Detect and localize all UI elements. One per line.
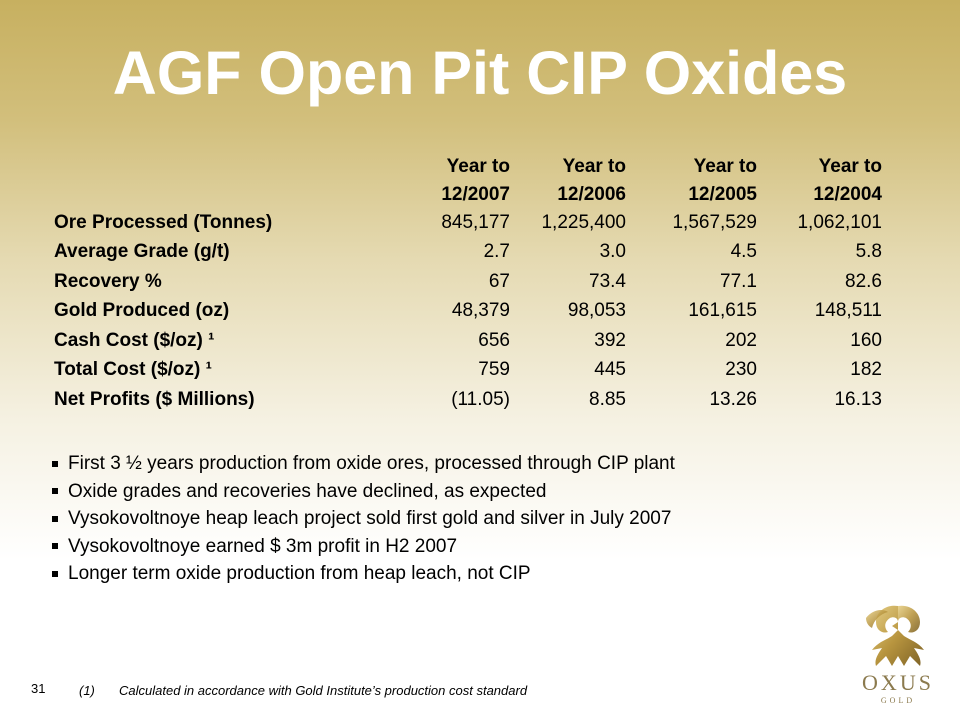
table-cell: 4.5 [730,241,757,262]
table-row: Net Profits ($ Millions) (11.05) 8.85 13.26… [54,385,882,415]
bullet-text: Vysokovoltnoye earned $ 3m profit in H2 … [68,535,458,557]
table-cell: 8.85 [589,388,626,410]
bullet-square-icon [52,488,58,495]
footnote-text: Calculated in accordance with Gold Insti… [119,683,528,698]
bullet-item: Vysokovoltnoye earned $ 3m profit in H2 … [50,533,675,561]
table-row: Recovery % 67 73.4 77.1 82.6 [54,267,882,297]
logo-wordmark: OXUS [862,670,934,695]
row-label: Recovery % [54,270,162,292]
griffin-emblem-icon [866,605,924,666]
row-label: Net Profits ($ Millions) [54,388,255,410]
table-cell: 77.1 [720,270,757,292]
bullet-text: First 3 ½ years production from oxide or… [68,453,675,474]
table-row: Total Cost ($/oz) ¹ 759 445 230 182 [54,355,882,385]
table-cell: 16.13 [834,388,882,410]
bullet-item: Vysokovoltnoye heap leach project sold f… [50,505,675,533]
column-header-year: Year to [562,156,626,177]
bullet-list: First 3 ½ years production from oxide or… [50,450,675,588]
table-cell: 5.8 [855,241,882,262]
table-cell: 845,177 [441,211,510,233]
table-cell: 2.7 [483,241,510,262]
logo-subtitle: GOLD [880,696,916,705]
header-spacer [54,152,410,182]
table-cell: 160 [850,329,882,351]
footnote-number: (1) [79,683,95,698]
row-label: Cash Cost ($/oz) ¹ [54,329,215,351]
table-row: Average Grade (g/t) 2.7 3.0 4.5 5.8 [54,237,882,267]
column-header-year: Year to [818,156,882,177]
table-cell: 67 [488,270,510,292]
bullet-text: Longer term oxide production from heap l… [68,563,531,584]
table-cell: 1,567,529 [672,211,757,233]
column-header-year: Year to [693,156,757,177]
production-table: Year to Year to Year to Year to 12/2007 … [54,152,882,414]
table-body: Ore Processed (Tonnes) 845,177 1,225,400 1,… [54,208,882,415]
oxus-gold-logo: OXUS GOLD [852,600,944,710]
bullet-square-icon [52,570,58,577]
table-cell: 445 [594,359,626,380]
row-label: Ore Processed (Tonnes) [54,211,273,233]
table-cell: (11.05) [451,388,510,410]
column-header-period: 12/2005 [688,183,757,205]
table-cell: 202 [725,329,757,351]
table-cell: 82.6 [845,270,882,292]
row-label: Average Grade (g/t) [54,241,230,262]
bullet-item: First 3 ½ years production from oxide or… [50,450,675,478]
table-cell: 161,615 [688,300,757,321]
table-cell: 1,062,101 [797,211,882,233]
table-cell: 656 [478,329,510,351]
slide-title: AGF Open Pit CIP Oxides [112,39,848,107]
table-row: Cash Cost ($/oz) ¹ 656 392 202 160 [54,326,882,356]
table-cell: 759 [478,359,510,380]
footnote: (1) Calculated in accordance with Gold In… [79,683,527,698]
table-cell: 230 [725,359,757,380]
bullet-text: Oxide grades and recoveries have decline… [68,480,547,502]
row-label: Total Cost ($/oz) ¹ [54,359,212,380]
bullet-text: Vysokovoltnoye heap leach project sold f… [68,508,672,529]
row-label: Gold Produced (oz) [54,300,230,321]
table-cell: 48,379 [451,300,510,321]
table-row: Ore Processed (Tonnes) 845,177 1,225,400 1,… [54,208,882,238]
table-cell: 182 [850,359,882,380]
header-spacer [54,182,410,208]
bullet-square-icon [52,460,58,467]
column-header-period: 12/2007 [441,183,510,205]
column-header-period: 12/2006 [557,183,626,205]
table-row: Gold Produced (oz) 48,379 98,053 161,615 148… [54,296,882,326]
bullet-square-icon [52,515,58,522]
column-header-period: 12/2004 [813,183,882,205]
table-header-row-2: 12/2007 12/2006 12/2005 12/2004 [54,182,882,208]
table-cell: 73.4 [589,270,626,292]
bullet-item: Longer term oxide production from heap l… [50,560,675,588]
bullet-square-icon [52,543,58,550]
table-cell: 392 [594,329,626,351]
table-cell: 1,225,400 [541,211,626,233]
table-header-row-1: Year to Year to Year to Year to [54,152,882,182]
table-cell: 13.26 [709,388,757,410]
page-number: 31 [31,681,46,696]
table-cell: 98,053 [567,300,626,321]
bullet-item: Oxide grades and recoveries have decline… [50,478,675,506]
table-cell: 3.0 [599,241,626,262]
table-cell: 148,511 [814,300,882,321]
column-header-year: Year to [446,156,510,177]
